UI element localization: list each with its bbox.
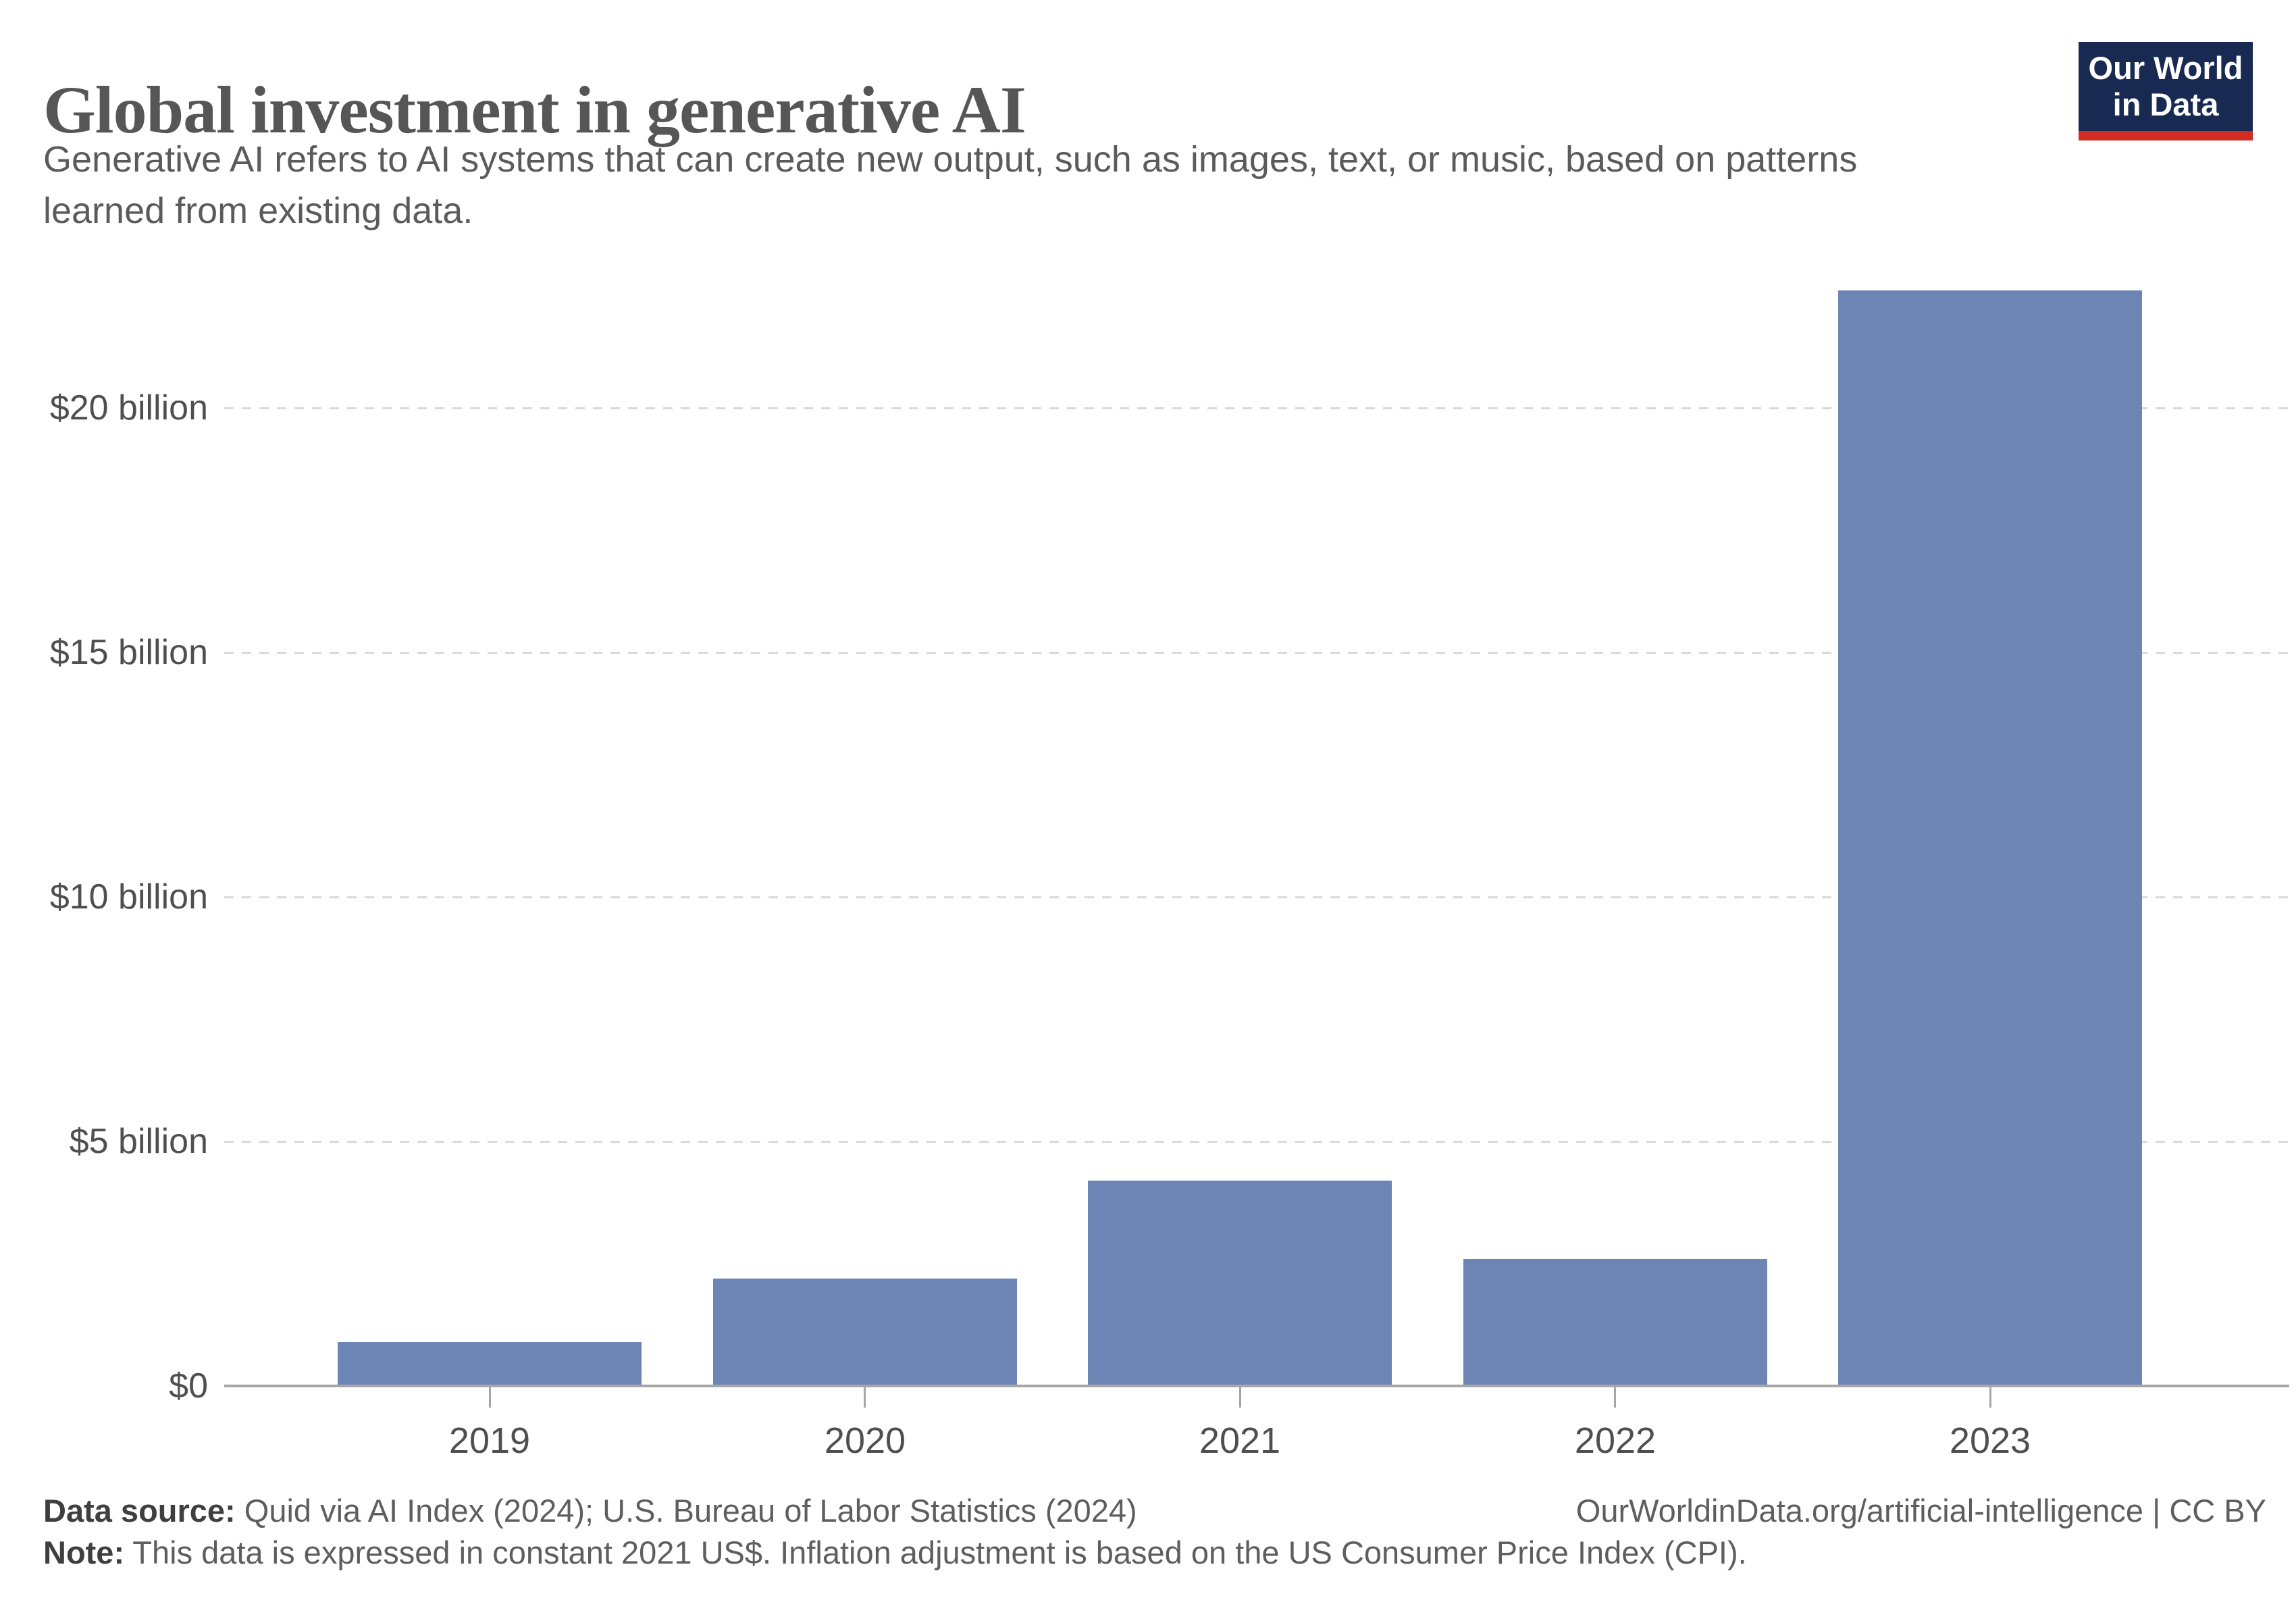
footer-notes: Data source: Quid via AI Index (2024); U… (43, 1490, 1747, 1574)
owid-logo-line-1: Our World (2088, 50, 2243, 86)
bar-2021[interactable] (1088, 1181, 1392, 1386)
subtitle-line-1: Generative AI refers to AI systems that … (43, 139, 1858, 180)
y-axis-tick-label: $5 billion (69, 1122, 208, 1161)
x-axis-tick-2019 (489, 1387, 491, 1408)
bar-2023[interactable] (1838, 290, 2142, 1386)
owid-logo-line-2: in Data (2112, 86, 2219, 122)
x-axis-line (224, 1385, 2289, 1387)
note-text: This data is expressed in constant 2021 … (124, 1535, 1747, 1570)
bar-2020[interactable] (713, 1279, 1017, 1386)
bar-2019[interactable] (338, 1342, 642, 1386)
x-axis-label-2019: 2019 (448, 1420, 531, 1461)
x-axis-tick-2021 (1239, 1387, 1241, 1408)
footer-datasource-line: Data source: Quid via AI Index (2024); U… (43, 1490, 1747, 1532)
datasource-label: Data source: (43, 1493, 236, 1528)
gridline-15-billion (224, 652, 2289, 654)
owid-logo-red-strip (2079, 131, 2253, 140)
bar-2022[interactable] (1463, 1259, 1767, 1386)
gridline-20-billion (224, 407, 2289, 409)
x-axis-tick-2023 (1989, 1387, 1991, 1408)
page-title: Global investment in generative AI (43, 72, 1026, 147)
note-label: Note: (43, 1535, 125, 1570)
owid-link[interactable]: OurWorldinData.org/artificial-intelligen… (1575, 1493, 2144, 1528)
y-axis-tick-label: $10 billion (49, 877, 208, 917)
y-axis-tick-label: $0 (169, 1366, 208, 1406)
x-axis-tick-2022 (1614, 1387, 1616, 1408)
x-axis-tick-2020 (864, 1387, 866, 1408)
footer-attribution: OurWorldinData.org/artificial-intelligen… (1576, 1490, 2266, 1532)
y-axis-tick-label: $20 billion (49, 388, 208, 428)
license-cc-by[interactable]: CC BY (2169, 1493, 2266, 1528)
owid-logo[interactable]: Our World in Data (2079, 42, 2253, 140)
footer-note-line: Note: This data is expressed in constant… (43, 1532, 1747, 1574)
separator: | (2143, 1493, 2170, 1528)
subtitle-line-2: learned from existing data. (43, 190, 473, 231)
x-axis-label-2021: 2021 (1199, 1420, 1281, 1461)
y-axis-tick-label: $15 billion (49, 633, 208, 672)
gridline-10-billion (224, 896, 2289, 898)
x-axis-label-2023: 2023 (1949, 1420, 2031, 1461)
page-subtitle: Generative AI refers to AI systems that … (43, 134, 1857, 236)
owid-logo-text: Our World in Data (2079, 42, 2253, 131)
x-axis-label-2022: 2022 (1574, 1420, 1656, 1461)
datasource-text: Quid via AI Index (2024); U.S. Bureau of… (235, 1493, 1137, 1528)
gridline-5-billion (224, 1141, 2289, 1143)
x-axis-label-2020: 2020 (824, 1420, 906, 1461)
